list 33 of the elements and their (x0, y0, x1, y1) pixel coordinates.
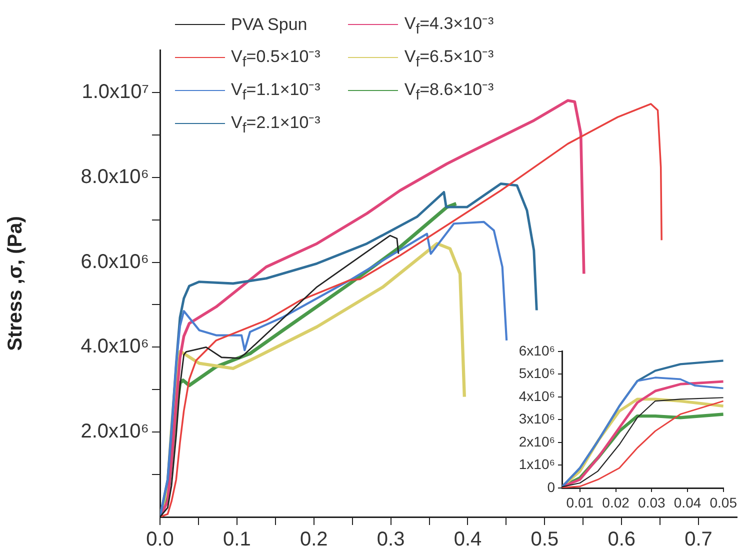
legend-label: V$_{f}$=6.5×10⁻³ (404, 46, 494, 71)
x-tick-label: 0.01 (566, 494, 594, 510)
y-tick-label: 4.0x10⁶ (80, 336, 149, 358)
legend-label: V$_{f}$=0.5×10⁻³ (231, 46, 320, 71)
y-tick-label: 1.0x10⁷ (82, 80, 149, 103)
y-tick-label: 2.0x10⁶ (80, 420, 149, 443)
x-tick-label: 0.4 (454, 528, 482, 551)
y-tick-label: 5x10⁶ (518, 365, 555, 382)
y-tick-label: 6x10⁶ (518, 342, 555, 358)
x-tick-label: 0.04 (674, 494, 702, 510)
y-tick-label: 1x10⁶ (518, 456, 555, 472)
y-tick-label: 2x10⁶ (518, 433, 555, 450)
x-tick-label: 0.2 (300, 528, 328, 551)
legend-label: V$_{f}$=1.1×10⁻³ (231, 79, 320, 104)
legend-label: PVA Spun (231, 14, 308, 34)
y-tick-label: 0 (547, 478, 556, 495)
x-tick-label: 0.6 (608, 528, 636, 551)
x-tick-label: 0.0 (146, 528, 174, 551)
y-tick-label: 6.0x10⁶ (80, 250, 149, 273)
y-tick-label: 3x10⁶ (518, 410, 555, 427)
y-axis-title: Stress ,σ, (Pa) (4, 216, 27, 351)
legend-label: V$_{f}$=4.3×10⁻³ (404, 13, 494, 38)
x-tick-label: 0.3 (376, 528, 405, 551)
x-tick-label: 0.03 (638, 494, 666, 510)
x-tick-label: 0.02 (602, 494, 630, 510)
legend-label: V$_{f}$=2.1×10⁻³ (231, 112, 320, 137)
y-tick-label: 8.0x10⁶ (80, 166, 149, 188)
x-tick-label: 0.5 (530, 528, 559, 551)
x-tick-label: 0.05 (710, 494, 738, 510)
y-tick-label: 4x10⁶ (518, 388, 555, 404)
x-tick-label: 0.1 (223, 528, 251, 551)
x-tick-label: 0.7 (684, 528, 712, 551)
legend-label: V$_{f}$=8.6×10⁻³ (404, 79, 494, 104)
